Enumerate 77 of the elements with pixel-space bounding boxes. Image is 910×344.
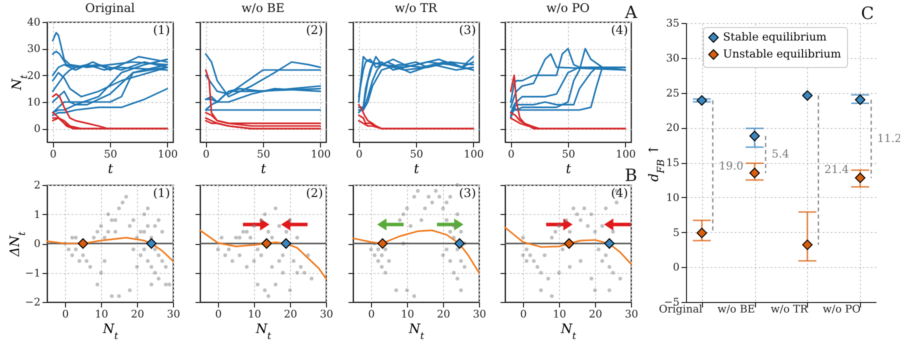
x-tick-label: 10	[248, 308, 262, 320]
x-tick-label: 10	[400, 308, 414, 320]
y-tick-label: 30	[666, 52, 680, 64]
y-tick-label: 2	[34, 180, 40, 192]
y-tick-label: 20	[27, 70, 40, 82]
x-tick-label: 0	[50, 148, 57, 160]
annotation: (2)	[306, 23, 323, 37]
x-tick-label: 100	[310, 148, 331, 160]
chart-title: Original	[85, 1, 135, 15]
x-tick-label: 20	[588, 308, 602, 320]
x-tick-label: 0	[368, 308, 375, 320]
y-tick-label: 15	[666, 157, 680, 169]
x-tick-label: 20	[284, 308, 298, 320]
x-tick-label: 0	[356, 148, 363, 160]
x-tick-label: 100	[158, 148, 178, 160]
y-tick-label: −1	[25, 267, 40, 280]
x-tick-label: 30	[472, 308, 486, 320]
x-tick-label: 0	[215, 308, 222, 320]
x-tick-label: w/o BE	[718, 304, 756, 316]
annotation: (4)	[611, 186, 628, 200]
x-tick-label: 0	[520, 308, 527, 320]
x-tick-label: 30	[320, 308, 334, 320]
x-axis-title: N$_{t}$	[254, 322, 272, 342]
x-tick-label: 50	[104, 148, 118, 160]
annotation: (3)	[459, 186, 476, 200]
x-tick-label: w/o TR	[770, 304, 809, 316]
annotation: (1)	[153, 186, 170, 200]
x-axis-title: N$_{t}$	[560, 322, 576, 342]
y-tick-label: 35	[666, 18, 680, 30]
y-tick-label: 10	[27, 96, 40, 108]
x-tick-label: w/o PO	[822, 304, 862, 316]
chart-title: w/o BE	[242, 1, 284, 15]
y-tick-label: 25	[666, 87, 680, 100]
x-tick-label: 100	[616, 148, 636, 160]
annotation: 5.4	[772, 147, 790, 160]
x-axis-title: t	[566, 162, 572, 177]
legend-label: Unstable equilibrium	[723, 48, 842, 60]
y-tick-label: 10	[666, 192, 680, 204]
y-tick-label: 30	[27, 43, 40, 56]
annotation: 19.0	[718, 160, 744, 173]
annotation: (1)	[153, 23, 170, 37]
legend-label: Stable equilibrium	[723, 30, 828, 44]
x-tick-label: 20	[436, 308, 450, 320]
annotation: (3)	[459, 23, 476, 37]
x-tick-label: 0	[202, 148, 210, 160]
x-tick-label: 10	[94, 308, 108, 320]
chart-title: w/o PO	[546, 1, 590, 15]
y-tick-label: 5	[672, 226, 680, 239]
x-tick-label: 50	[410, 148, 424, 160]
x-axis-title: t	[414, 162, 420, 177]
annotation: B	[624, 166, 638, 186]
x-tick-label: 0	[508, 148, 515, 160]
y-tick-label: 0	[672, 262, 680, 274]
x-tick-label: 0	[62, 308, 69, 320]
annotation: (4)	[611, 23, 628, 37]
y-tick-label: 1	[34, 208, 40, 221]
x-axis-title: t	[108, 162, 114, 177]
y-tick-label: 0	[34, 238, 40, 250]
annotation: 21.4	[824, 163, 849, 176]
x-tick-label: 50	[562, 148, 576, 160]
y-tick-label: 20	[666, 122, 680, 134]
x-tick-label: 100	[464, 148, 484, 160]
annotation: (2)	[306, 186, 323, 200]
x-axis-title: N$_{t}$	[102, 322, 118, 342]
x-tick-label: 30	[166, 308, 180, 320]
chart-title: w/o TR	[394, 1, 438, 15]
annotation: C	[860, 4, 874, 24]
x-axis-title: t	[260, 162, 267, 177]
x-tick-label: 50	[256, 148, 270, 160]
y-tick-label: 40	[27, 16, 40, 28]
y-tick-label: 0	[34, 123, 40, 136]
x-tick-label: 20	[130, 308, 144, 320]
x-tick-label: 30	[624, 308, 638, 320]
annotation: A	[624, 3, 638, 23]
x-tick-label: 10	[552, 308, 566, 320]
x-axis-title: N$_{t}$	[408, 322, 424, 342]
y-tick-label: −2	[25, 296, 40, 308]
